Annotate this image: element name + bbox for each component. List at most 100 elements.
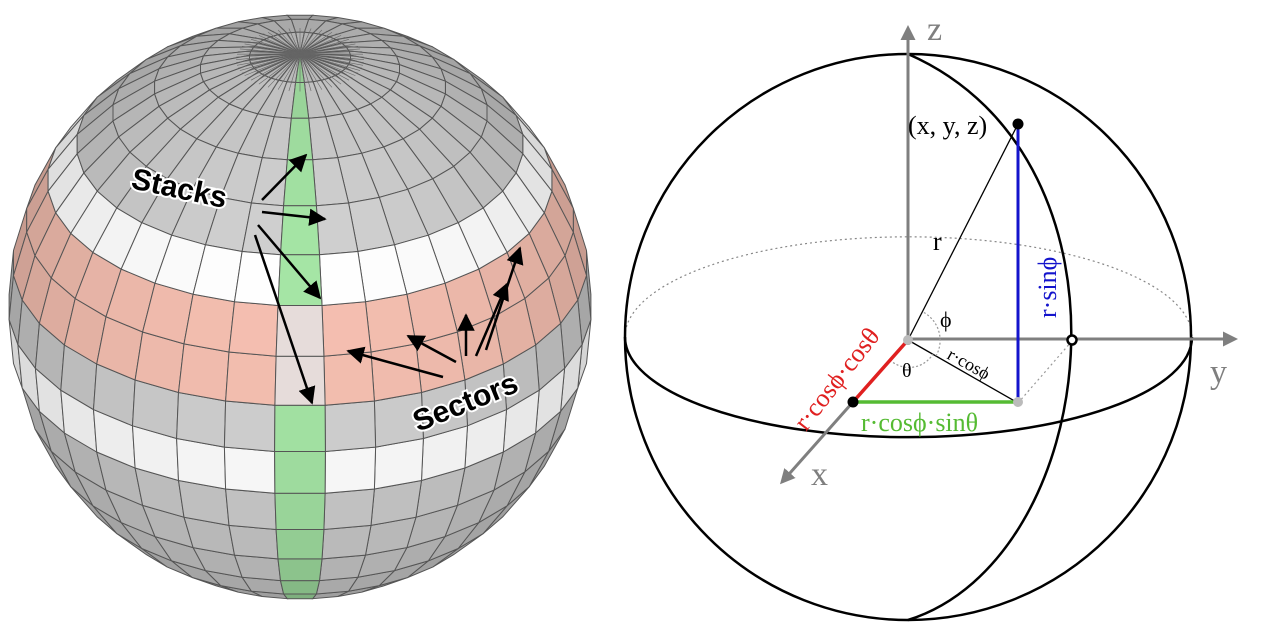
sphere-cell <box>177 343 230 402</box>
pole-line <box>299 30 328 54</box>
pole-line <box>299 53 356 76</box>
sphere-cell <box>370 343 423 402</box>
pole-line <box>299 53 342 85</box>
point-xyz <box>1012 118 1024 130</box>
pole-line <box>299 53 350 81</box>
pole-line <box>239 48 301 54</box>
pole-line <box>299 53 359 74</box>
pole-line <box>299 53 364 63</box>
pole-line <box>299 53 306 92</box>
pole-line <box>236 53 301 58</box>
pole-line <box>299 46 359 54</box>
dotted-guide <box>1017 340 1073 404</box>
pole-line <box>299 53 346 83</box>
pole-line <box>299 53 328 89</box>
sphere-cell <box>321 524 372 560</box>
pole-line <box>236 53 301 55</box>
sphere-cell <box>275 305 325 357</box>
sphere-cell <box>324 446 377 494</box>
sphere-cell <box>225 351 277 406</box>
pole-line <box>299 53 364 55</box>
sphere-cell <box>274 355 326 406</box>
x-point <box>847 396 859 408</box>
sphere-cell <box>176 391 227 448</box>
pole-line <box>277 29 301 54</box>
pole-line <box>244 43 301 54</box>
meridian <box>907 52 1073 622</box>
pole-line <box>241 46 301 54</box>
pole-line <box>254 53 301 83</box>
pole-line <box>299 43 356 54</box>
pole-line <box>250 39 301 54</box>
point-label: (x, y, z) <box>908 111 987 140</box>
pole-line <box>236 53 301 60</box>
sphere-cell <box>283 159 317 207</box>
y-component-label: r·cosϕ·sinθ <box>861 408 978 437</box>
sphere-cell <box>233 250 282 307</box>
sphere-cell <box>274 492 326 530</box>
theta-arc <box>889 353 934 369</box>
pole-line <box>283 53 301 91</box>
y-point <box>1066 334 1078 346</box>
origin-point <box>903 335 913 345</box>
sphere-cell <box>279 580 321 595</box>
pole-line <box>299 35 342 54</box>
sphere-cell <box>282 593 318 600</box>
sphere-mesh <box>8 14 592 600</box>
sphere-cell <box>223 446 276 494</box>
pole-line <box>236 53 301 63</box>
sphere-cell <box>274 404 326 452</box>
sphere-cell <box>225 488 277 531</box>
sphere-cell <box>323 488 375 531</box>
y-axis-label: y <box>1210 354 1227 391</box>
pole-line <box>299 41 353 54</box>
pole-line <box>239 53 301 71</box>
sphere-cell <box>364 293 417 353</box>
radius-label: r <box>933 227 942 256</box>
pole-line <box>299 37 346 54</box>
pole-line <box>299 28 312 54</box>
pole-line <box>263 53 301 87</box>
sphere-cell <box>228 524 279 560</box>
pole-line <box>299 53 364 66</box>
equator-back <box>624 236 1193 338</box>
radius-line <box>907 123 1019 341</box>
pole-line <box>283 28 301 54</box>
pole-line <box>299 53 364 60</box>
pole-line <box>258 53 301 85</box>
pole-line <box>299 29 323 54</box>
pole-line <box>299 39 350 54</box>
pole-line <box>299 53 361 71</box>
pole-line <box>294 53 301 92</box>
pole-line <box>299 53 312 92</box>
pole-line <box>250 53 301 81</box>
pole-line <box>263 33 301 54</box>
pole-line <box>299 51 362 54</box>
sphere-cell <box>277 558 323 582</box>
pole-line <box>267 53 301 88</box>
sphere-cell <box>321 301 372 357</box>
theta-label: θ <box>902 360 912 382</box>
z-axis-label: z <box>927 11 942 48</box>
phi-label: ϕ <box>940 307 952 332</box>
sphere-cell <box>274 451 326 494</box>
pole-line <box>299 48 361 54</box>
pole-line <box>272 53 301 89</box>
pole-line <box>299 33 337 54</box>
projection-line <box>907 339 1019 404</box>
pole-line <box>267 31 301 54</box>
pole-line <box>299 53 353 79</box>
sphere-cell <box>318 250 367 307</box>
pole-line <box>258 35 301 54</box>
pole-line <box>288 28 301 54</box>
pole-line <box>244 53 301 76</box>
phi-arc <box>922 311 941 357</box>
sphere-cell <box>277 254 323 306</box>
pole-line <box>277 53 301 90</box>
projection-point <box>1013 397 1023 407</box>
pole-line <box>288 53 301 92</box>
sphere-cell <box>228 301 279 357</box>
projection-label: r·cosϕ <box>944 344 993 384</box>
sphere-cell <box>223 400 276 453</box>
pole-line <box>238 53 301 69</box>
